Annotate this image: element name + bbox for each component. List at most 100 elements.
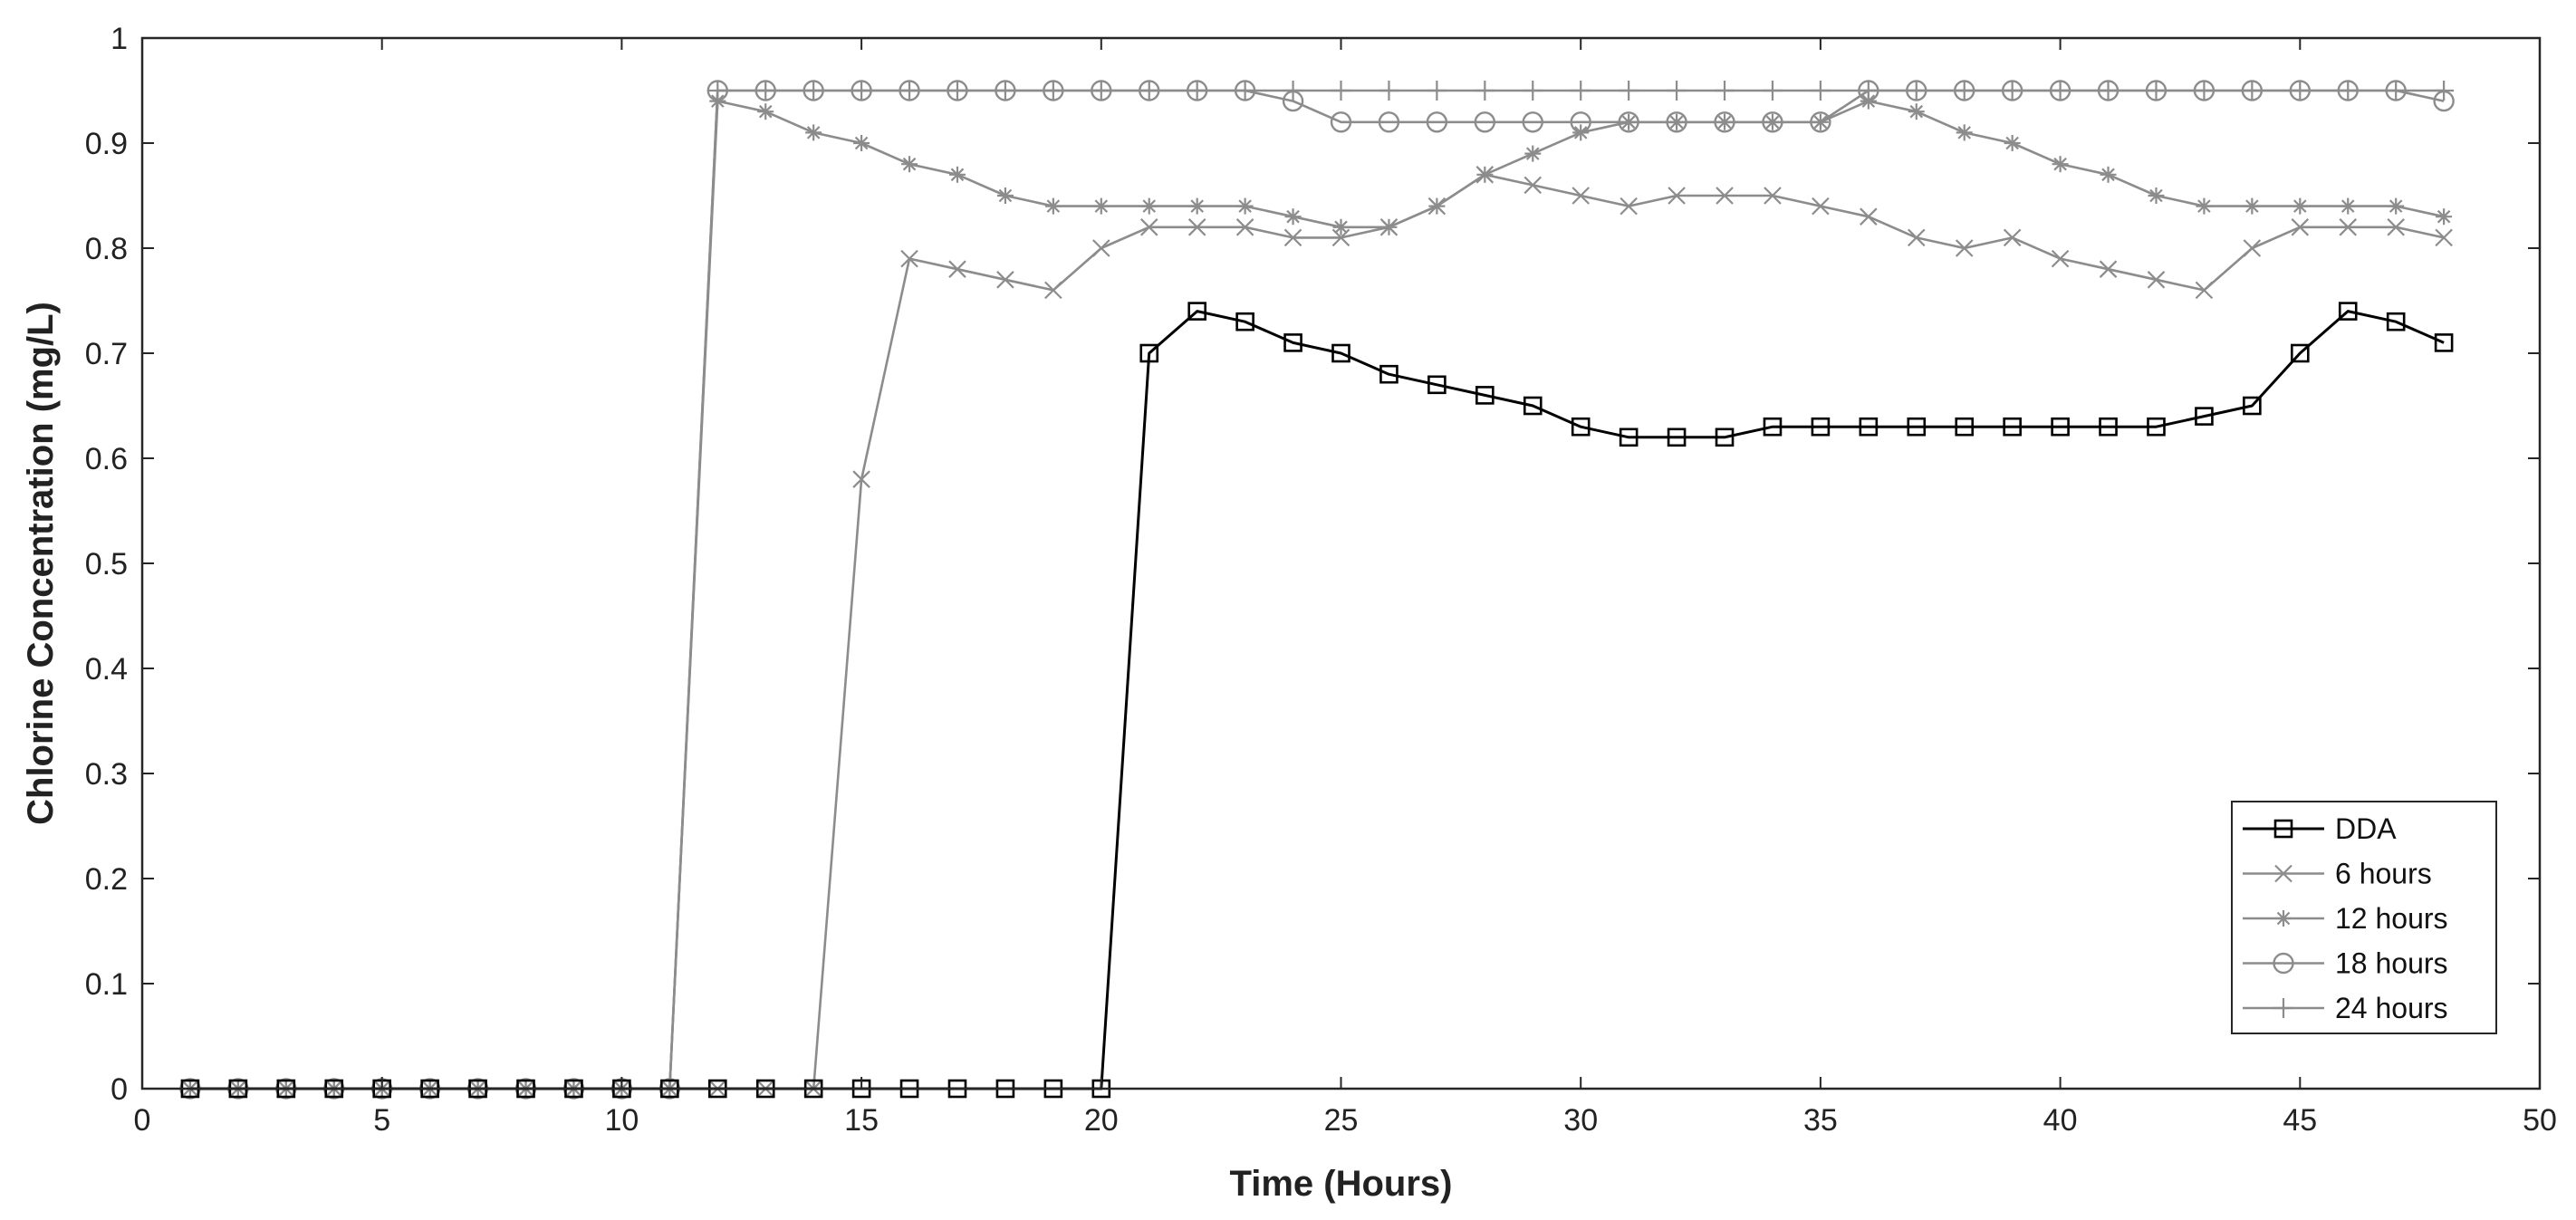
- data-point-6-hours: [1092, 239, 1110, 257]
- data-point-6-hours: [1475, 166, 1495, 184]
- data-point-6-hours: [1668, 187, 1686, 205]
- plot-frame: [140, 36, 2542, 1090]
- x-tick-label: 40: [2043, 1103, 2078, 1138]
- y-tick-label: 0.2: [85, 862, 128, 897]
- data-point-dda: [1859, 417, 1879, 437]
- data-point-6-hours: [1139, 218, 1158, 236]
- x-tick-label: 25: [1324, 1103, 1359, 1138]
- data-point-18-hours: [2001, 80, 2023, 101]
- y-tick-label: 0.9: [85, 127, 128, 161]
- data-point-18-hours: [1426, 111, 1448, 133]
- data-point-18-hours: [2049, 80, 2071, 101]
- data-point-dda: [1907, 417, 1927, 437]
- data-point-dda: [1955, 417, 1975, 437]
- data-point-6-hours: [2099, 260, 2118, 278]
- data-point-dda: [1187, 302, 1206, 321]
- data-point-dda: [1715, 427, 1735, 447]
- y-tick-label: 1: [111, 22, 128, 56]
- y-tick-label: 0.3: [85, 757, 128, 792]
- data-point-6-hours: [948, 260, 966, 278]
- y-tick-label: 0.6: [85, 442, 128, 476]
- data-point-dda: [1667, 427, 1687, 447]
- data-point-12-hours: [1044, 197, 1062, 215]
- data-point-6-hours: [1427, 197, 1447, 216]
- legend-marker-18-hours: [2273, 952, 2294, 975]
- legend-marker-24-hours: [2273, 998, 2293, 1018]
- data-point-18-hours: [2289, 80, 2312, 101]
- y-tick-label: 0.5: [85, 547, 128, 581]
- data-point-12-hours: [2004, 135, 2021, 151]
- data-point-12-hours: [2100, 166, 2117, 183]
- data-point-6-hours: [1716, 187, 1734, 205]
- data-point-18-hours: [1139, 80, 1160, 101]
- data-point-dda: [2434, 333, 2454, 352]
- data-point-18-hours: [851, 80, 872, 101]
- data-point-24-hours: [1667, 81, 1687, 101]
- data-point-6-hours: [2339, 218, 2358, 236]
- data-point-24-hours: [1762, 81, 1783, 101]
- data-point-12-hours: [1764, 113, 1781, 130]
- data-point-dda: [1283, 333, 1302, 352]
- data-point-12-hours: [1812, 113, 1829, 130]
- series-18-hours: [179, 80, 2455, 1100]
- y-tick-label: 0.8: [85, 232, 128, 266]
- data-point-6-hours: [1044, 281, 1062, 300]
- data-point-18-hours: [2337, 80, 2359, 101]
- data-point-24-hours: [1475, 81, 1495, 101]
- data-point-18-hours: [899, 80, 920, 101]
- data-point-6-hours: [2147, 271, 2166, 289]
- data-point-18-hours: [995, 80, 1016, 101]
- data-point-dda: [2003, 417, 2022, 437]
- data-point-18-hours: [2241, 80, 2264, 101]
- data-point-18-hours: [1474, 111, 1496, 133]
- data-point-18-hours: [1330, 111, 1352, 133]
- legend-label-12-hours: 12 hours: [2335, 902, 2448, 935]
- data-point-dda: [2195, 407, 2214, 426]
- data-point-18-hours: [2097, 80, 2119, 101]
- data-point-18-hours: [1091, 80, 1112, 101]
- series-dda: [180, 302, 2454, 1099]
- x-tick-label: 20: [1084, 1103, 1119, 1138]
- data-point-6-hours: [2243, 239, 2262, 257]
- data-point-24-hours: [1331, 81, 1351, 101]
- data-point-6-hours: [1187, 218, 1206, 236]
- data-point-12-hours: [2436, 208, 2453, 226]
- data-point-12-hours: [1908, 103, 1925, 120]
- x-tick-label: 5: [373, 1103, 390, 1138]
- legend-marker-6-hours: [2274, 864, 2292, 883]
- data-point-dda: [1235, 312, 1254, 331]
- data-point-12-hours: [996, 187, 1014, 204]
- data-point-18-hours: [2193, 80, 2216, 101]
- data-point-6-hours: [1908, 228, 1926, 247]
- data-point-24-hours: [1810, 81, 1831, 101]
- data-point-12-hours: [1956, 124, 1973, 141]
- data-point-dda: [1619, 427, 1639, 447]
- data-point-6-hours: [1572, 187, 1590, 205]
- data-point-12-hours: [805, 124, 822, 141]
- legend: DDA 6 hours 12 hours 18 hours 24 hours: [2231, 801, 2497, 1034]
- data-point-12-hours: [2292, 197, 2309, 215]
- data-point-6-hours: [2435, 228, 2453, 247]
- legend-item-24-hours: 24 hours: [2243, 992, 2448, 1024]
- data-point-6-hours: [2291, 218, 2310, 236]
- data-point-24-hours: [1619, 81, 1639, 101]
- legend-label-24-hours: 24 hours: [2335, 992, 2448, 1024]
- data-point-6-hours: [1764, 187, 1782, 205]
- data-point-6-hours: [852, 470, 870, 488]
- data-point-12-hours: [1284, 208, 1302, 226]
- data-point-24-hours: [1427, 81, 1447, 101]
- data-point-12-hours: [709, 92, 726, 110]
- data-point-6-hours: [2003, 228, 2022, 247]
- data-point-12-hours: [948, 166, 966, 183]
- series-line-18-hours: [189, 89, 2445, 1090]
- data-point-6-hours: [1235, 218, 1254, 236]
- series-layer: [179, 80, 2455, 1100]
- x-tick-label: 30: [1563, 1103, 1598, 1138]
- data-point-12-hours: [1188, 197, 1206, 215]
- legend-item-12-hours: 12 hours: [2243, 902, 2448, 935]
- x-tick-label: 35: [1803, 1103, 1838, 1138]
- data-point-dda: [2051, 417, 2070, 437]
- data-point-12-hours: [2388, 197, 2405, 215]
